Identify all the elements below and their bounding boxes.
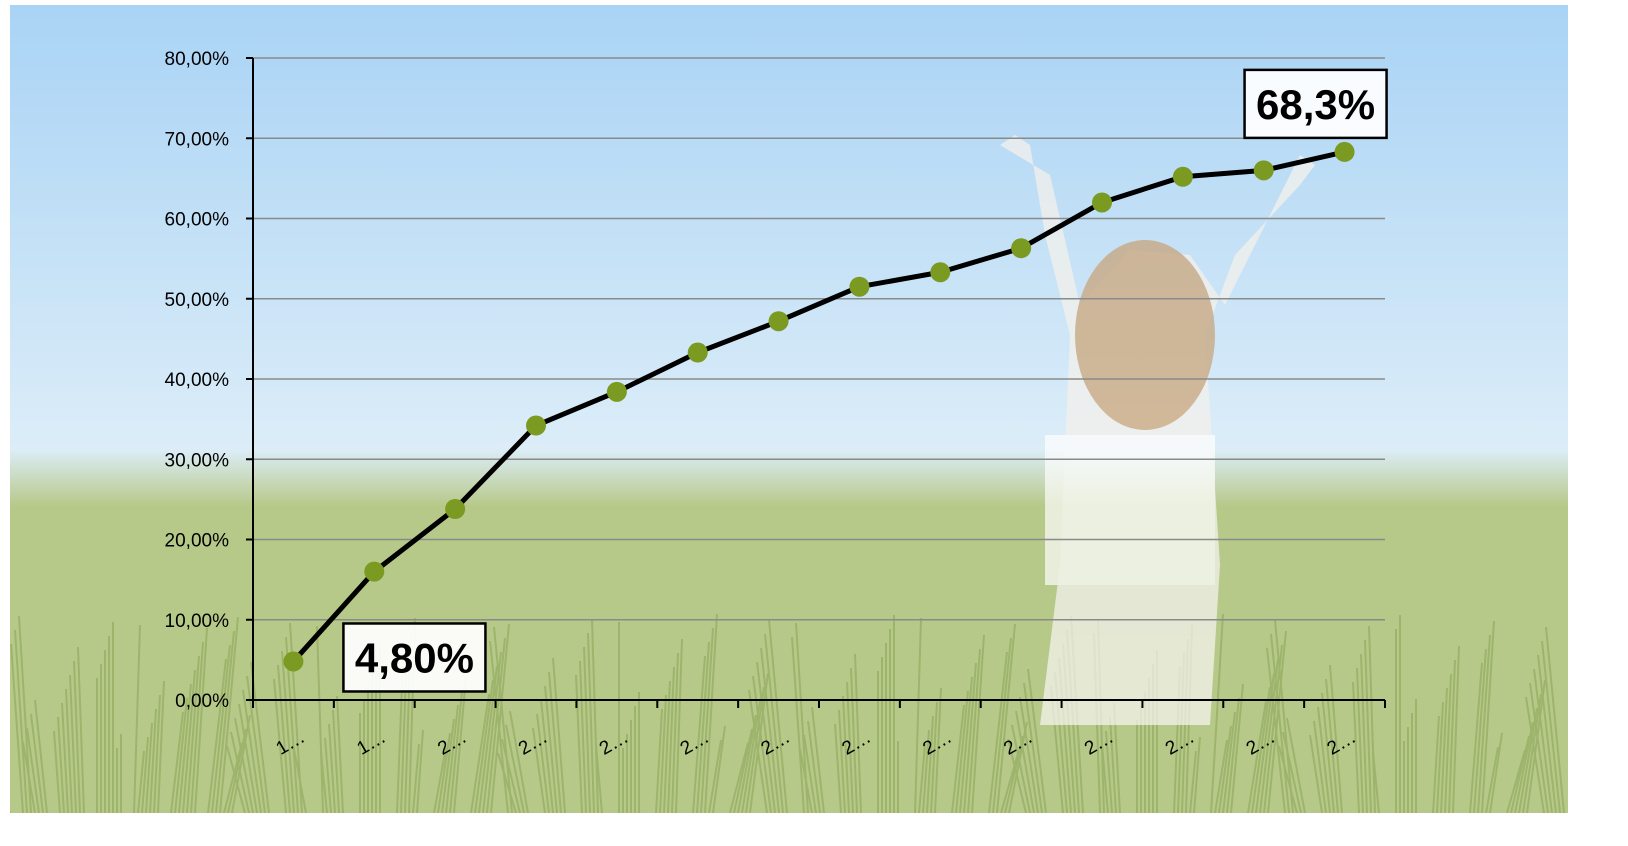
y-tick-label: 40,00% (165, 370, 230, 391)
annotation-label: 4,80% (342, 622, 487, 693)
annotation-text: 4,80% (355, 634, 474, 681)
data-point (687, 342, 708, 363)
y-tick-label: 50,00% (165, 290, 230, 311)
data-point (606, 381, 627, 402)
data-point (364, 561, 385, 582)
data-point (1334, 141, 1355, 162)
annotation-text: 68,3% (1256, 81, 1375, 128)
background-photo (10, 5, 1568, 813)
annotations: 4,80% 68,3% (342, 68, 1388, 693)
data-point (930, 262, 951, 283)
y-tick-label: 10,00% (165, 611, 230, 632)
y-tick-label: 70,00% (165, 129, 230, 150)
data-point (1092, 192, 1112, 213)
y-tick-label: 80,00% (165, 49, 230, 70)
line-chart: 0,00% 10,00% 20,00% 30,00% 40,00% 50,00% 60,00… (0, 5, 1568, 814)
series-markers (283, 141, 1355, 672)
data-point (283, 651, 304, 672)
annotation-box (1243, 68, 1388, 140)
series-line (291, 149, 1346, 664)
data-point (1253, 160, 1274, 181)
series-polyline (291, 149, 1346, 664)
chart-area: 0,00% 10,00% 20,00% 30,00% 40,00% 50,00% 60,00… (0, 5, 1568, 814)
data-point (445, 499, 466, 520)
data-point (849, 276, 870, 297)
data-point (768, 311, 789, 332)
data-point (1172, 166, 1193, 187)
gridlines (253, 57, 1385, 621)
y-tick-labels: 0,00% 10,00% 20,00% 30,00% 40,00% 50,00% 60,00… (165, 49, 253, 712)
child-figure-illustration (1000, 135, 1315, 725)
data-point (526, 415, 546, 436)
annotation-label: 68,3% (1243, 68, 1388, 140)
y-tick-label: 0,00% (175, 691, 229, 712)
data-point (1011, 238, 1032, 259)
y-tick-label: 60,00% (165, 210, 230, 231)
y-tick-label: 30,00% (165, 450, 230, 471)
annotation-box (342, 622, 487, 693)
y-tick-label: 20,00% (165, 531, 230, 552)
